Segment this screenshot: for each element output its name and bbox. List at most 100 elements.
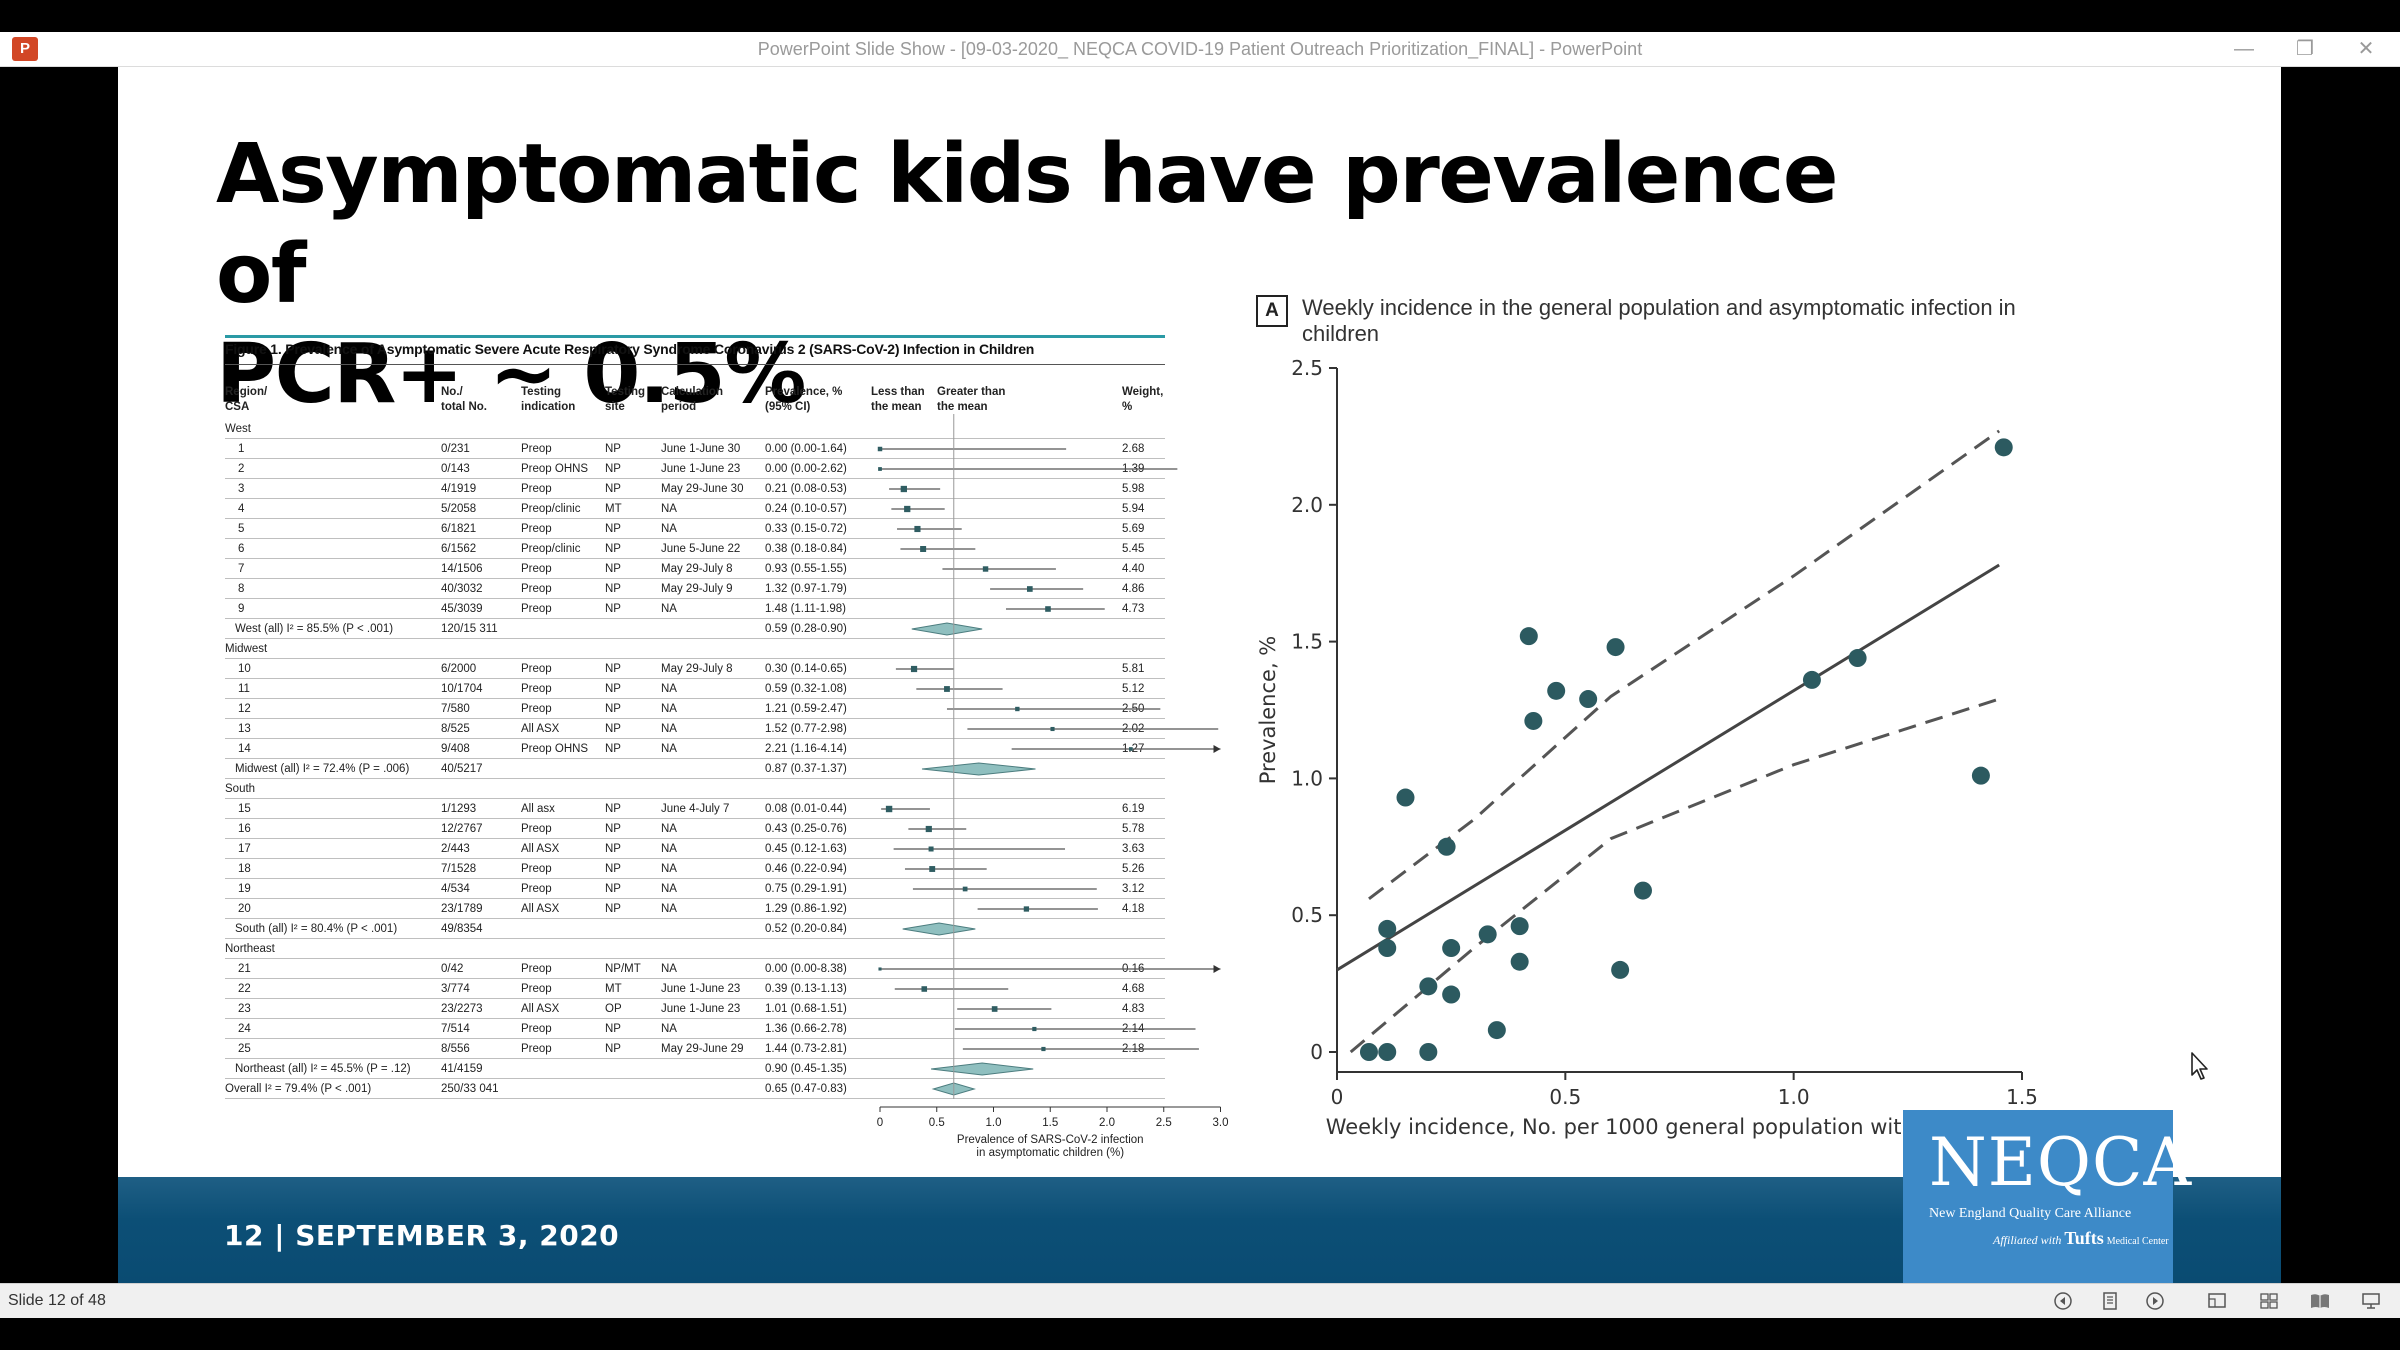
prevalence-ci: 0.90 (0.45-1.35) [765,1063,847,1075]
estimate-square [982,566,989,572]
forest-x-tick-label: 0.5 [929,1117,945,1129]
testing-indication: Preop [521,563,552,575]
reading-view-icon[interactable] [2309,1291,2331,1311]
estimate-square [929,866,936,872]
restore-button[interactable]: ❐ [2296,38,2314,60]
data-point [1487,1021,1506,1040]
testing-indication: All ASX [521,1003,560,1015]
testing-site: NP [605,523,621,535]
prevalence-ci: 1.29 (0.86-1.92) [765,903,847,915]
y-tick-label: 1.0 [1291,766,1323,790]
data-point [1524,711,1543,730]
x-tick-label: 0 [1331,1085,1344,1109]
total-count: 4/534 [441,883,470,895]
forest-study-row: 16 12/2767 Preop NP NA 0.43 (0.25-0.76) 5.78 [225,819,1165,839]
scatter-plot: 0 0.5 1.0 1.5 2.0 2.5 0 0.5 1.0 1.5 Prevalence, % W… [1256,356,2038,1139]
calculation-period: NA [661,883,677,895]
close-button[interactable]: ✕ [2357,38,2375,60]
forest-study-row: 24 7/514 Preop NP NA 1.36 (0.66-2.78) 2.14 [225,1019,1165,1039]
testing-indication: All ASX [521,723,560,735]
row-divider [225,438,1165,439]
total-count: 4/1919 [441,483,477,495]
data-point [1579,690,1598,709]
calculation-period: NA [661,823,677,835]
testing-indication: All asx [521,803,555,815]
forest-study-row: 23 23/2273 All ASX OP June 1-June 23 1.01 (0.… [225,999,1165,1019]
testing-site: NP [605,803,621,815]
total-count: 49/8354 [441,923,483,935]
row-divider [225,518,1165,519]
estimate-square [910,665,918,673]
weight: 5.45 [1122,543,1145,555]
data-point [1633,881,1652,900]
screen-bottom-bar [0,1318,2400,1350]
prevalence-ci: 0.00 (0.00-1.64) [765,443,847,455]
estimate-square [1041,1046,1046,1052]
total-count: 8/556 [441,1043,470,1055]
summary-diamond [902,922,976,936]
header-weight: Weight, % [1122,386,1164,413]
total-count: 0/231 [441,443,470,455]
prevalence-ci: 1.44 (0.73-2.81) [765,1043,847,1055]
prevalence-ci: 1.36 (0.66-2.78) [765,1023,847,1035]
prevalence-ci: 1.48 (1.11-1.98) [765,603,846,615]
data-point [1437,837,1456,856]
testing-indication: Preop [521,703,552,715]
region-name: West [225,423,251,435]
total-count: 0/143 [441,463,470,475]
prevalence-ci: 1.01 (0.68-1.51) [765,1003,847,1015]
data-point [1359,1043,1378,1061]
total-count: 7/514 [441,1023,470,1035]
total-count: 7/1528 [441,863,477,875]
weight: 5.26 [1122,863,1145,875]
y-tick-label: 1.5 [1291,630,1323,654]
calculation-period: May 29-June 29 [661,1043,744,1055]
total-count: 40/3032 [441,583,483,595]
testing-site: NP [605,543,621,555]
testing-site: MT [605,983,622,995]
normal-view-icon[interactable] [2206,1291,2228,1311]
calculation-period: June 1-June 30 [661,443,741,455]
row-divider [225,858,1165,859]
testing-indication: Preop [521,663,552,675]
testing-indication: Preop [521,483,552,495]
data-point [1848,649,1867,668]
total-count: 6/1562 [441,543,477,555]
total-count: 5/2058 [441,503,477,515]
weight: 5.98 [1122,483,1145,495]
slide-sorter-icon[interactable] [2258,1291,2280,1311]
csa-number: 12 [238,703,251,715]
calculation-period: NA [661,523,677,535]
calculation-period: June 5-June 22 [661,543,741,555]
prevalence-ci: 2.21 (1.16-4.14) [765,743,847,755]
y-tick-label: 0.5 [1291,903,1323,927]
notes-icon[interactable] [2099,1291,2121,1311]
weight: 5.94 [1122,503,1145,515]
forest-group-header: West [225,419,1165,439]
weight: 5.78 [1122,823,1145,835]
weight: 6.19 [1122,803,1145,815]
total-count: 8/525 [441,723,470,735]
forest-x-axis-title: in asymptomatic children (%) [976,1147,1124,1159]
slide-show-icon[interactable] [2360,1291,2382,1311]
calculation-period: NA [661,743,677,755]
previous-slide-icon[interactable] [2052,1291,2074,1311]
prevalence-ci: 0.59 (0.32-1.08) [765,683,847,695]
forest-study-row: 25 8/556 Preop NP May 29-June 29 1.44 (0.73-2… [225,1039,1165,1059]
forest-study-row: 5 6/1821 Preop NP NA 0.33 (0.15-0.72) 5.69 [225,519,1165,539]
data-point [1419,1043,1438,1061]
row-divider [225,538,1165,539]
forest-figure-caption: Figure 1. Prevalence of Asymptomatic Sev… [225,341,1035,357]
minimize-button[interactable]: — [2234,38,2254,60]
next-slide-icon[interactable] [2144,1291,2166,1311]
row-divider [225,658,1165,659]
logo-subtitle: New England Quality Care Alliance [1929,1206,2132,1221]
weight: 4.73 [1122,603,1145,615]
csa-number: 22 [238,983,251,995]
row-divider [225,478,1165,479]
y-axis-label: Prevalence, % [1256,636,1280,785]
slide[interactable]: Asymptomatic kids have prevalence of PCR… [118,67,2281,1283]
x-tick-label: 1.5 [2006,1085,2038,1109]
summary-label: Northeast (all) I² = 45.5% (P = .12) [235,1063,411,1075]
forest-study-row: 4 5/2058 Preop/clinic MT NA 0.24 (0.10-0.57) 5… [225,499,1165,519]
